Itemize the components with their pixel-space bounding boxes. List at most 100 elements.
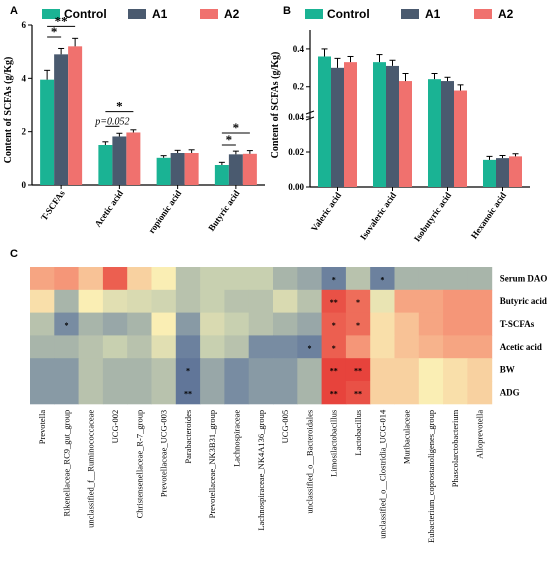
heatmap-cell <box>248 289 274 314</box>
heatmap-col-label: UCG-002 <box>110 410 120 444</box>
heatmap-cell <box>321 267 347 291</box>
heatmap-cell <box>345 381 371 405</box>
heatmap-cell <box>467 289 493 314</box>
heatmap-col-label: Rikenellaceae_RC9_gut_group <box>61 410 71 517</box>
panel-b-bar <box>441 81 454 187</box>
heatmap-cell <box>200 267 225 291</box>
heatmap-row-label: Butyric acid <box>500 296 547 306</box>
panel-a-sig-label: p=0.052 <box>94 116 129 127</box>
panel-b-ytick-label: 0.4 <box>293 44 305 54</box>
heatmap-cell <box>297 358 323 382</box>
heatmap-cell <box>273 312 298 336</box>
panel-b-category-label: Valeric acid <box>309 190 343 233</box>
panel-label-b: B <box>283 5 291 17</box>
heatmap-cell-star: ** <box>354 367 362 376</box>
heatmap-cell <box>467 312 493 336</box>
heatmap-cell <box>30 289 55 314</box>
legend-b-control-swatch <box>305 9 323 19</box>
heatmap-cell <box>345 289 371 314</box>
panel-b-bar <box>483 159 496 187</box>
legend-a: Control A1 A2 <box>42 7 240 21</box>
heatmap-cell <box>151 381 177 405</box>
heatmap-cell <box>418 335 444 359</box>
heatmap-cell <box>200 312 225 336</box>
panel-b-ytick-label: 0.02 <box>288 147 304 157</box>
panel-a-bar <box>184 153 199 185</box>
panel-a-bar <box>170 153 185 185</box>
heatmap-cell <box>370 381 395 405</box>
heatmap-cell <box>321 289 347 314</box>
panel-label-c: C <box>10 248 18 260</box>
heatmap-cell <box>175 381 201 405</box>
heatmap-cell <box>443 267 468 291</box>
heatmap-cell <box>297 289 323 314</box>
heatmap-cell <box>345 358 371 382</box>
panel-a-bar <box>156 157 171 185</box>
panel-a-bar <box>40 79 55 185</box>
panel-label-a: A <box>10 5 18 17</box>
heatmap-cell <box>102 312 128 336</box>
heatmap-cell-star: ** <box>330 298 338 307</box>
panel-a-ytick-label: 2 <box>22 127 27 137</box>
heatmap-row-label: BW <box>500 365 515 375</box>
heatmap-cell <box>175 289 201 314</box>
panel-a-bar <box>242 153 257 185</box>
panel-a-ytick-label: 6 <box>22 20 27 30</box>
panel-b-ylabel: Content of SCFAs (g/Kg) <box>270 52 281 159</box>
heatmap-cell <box>418 358 444 382</box>
heatmap-cell <box>151 267 177 291</box>
heatmap-cell <box>127 335 152 359</box>
heatmap-cell <box>443 381 468 405</box>
heatmap-cell <box>418 312 444 336</box>
heatmap-cell <box>224 312 250 336</box>
heatmap-cell <box>345 267 371 291</box>
heatmap-cell <box>200 335 225 359</box>
heatmap-cell <box>418 267 444 291</box>
heatmap-cell <box>273 358 298 382</box>
panel-b-bar <box>344 62 357 187</box>
heatmap-cell <box>175 312 201 336</box>
panel-a-bar <box>228 154 243 185</box>
heatmap-cell <box>54 335 80 359</box>
panel-a-ytick-label: 0 <box>22 180 27 190</box>
panel-a-sig-label: * <box>233 120 240 135</box>
heatmap-cell <box>54 289 80 314</box>
heatmap-cell <box>273 267 298 291</box>
heatmap-cell <box>102 335 128 359</box>
legend-b-a1-label: A1 <box>425 7 441 21</box>
panel-b-ytick-label: 0.00 <box>288 182 304 192</box>
panel-b-ytick-label: 0.04 <box>288 112 304 122</box>
heatmap-cell <box>248 312 274 336</box>
heatmap-cell <box>102 358 128 382</box>
legend-a-control-label: Control <box>64 7 107 21</box>
heatmap-cell <box>151 312 177 336</box>
heatmap-cell-star: * <box>332 275 336 284</box>
heatmap-cell <box>78 312 104 336</box>
heatmap-cell <box>102 267 128 291</box>
panel-b-bar <box>373 62 386 187</box>
legend-a-a2-label: A2 <box>224 7 240 21</box>
heatmap-cell-star: * <box>64 321 68 330</box>
heatmap-col-label: Prevotellaceae_UCG-003 <box>159 410 169 497</box>
heatmap-cell <box>54 312 80 336</box>
panel-a-bar <box>214 165 229 185</box>
heatmap-cell-star: * <box>356 321 360 330</box>
heatmap-cell <box>443 312 468 336</box>
heatmap-cell <box>175 358 201 382</box>
heatmap-cell <box>30 335 55 359</box>
heatmap-cell <box>370 267 395 291</box>
heatmap-cell <box>102 289 128 314</box>
heatmap-cell <box>30 381 55 405</box>
heatmap-cell <box>127 381 152 405</box>
panel-a-sig-label: * <box>226 132 233 147</box>
heatmap-row-label: Acetic acid <box>500 342 542 352</box>
heatmap-cell <box>127 267 152 291</box>
heatmap-col-label: unclassified_f__Ruminococcaceae <box>86 410 96 528</box>
heatmap-cell <box>54 358 80 382</box>
heatmap-cell <box>248 335 274 359</box>
heatmap-cell <box>224 381 250 405</box>
heatmap-cell <box>297 335 323 359</box>
heatmap-cell <box>394 289 420 314</box>
heatmap-cell-star: ** <box>354 389 362 398</box>
